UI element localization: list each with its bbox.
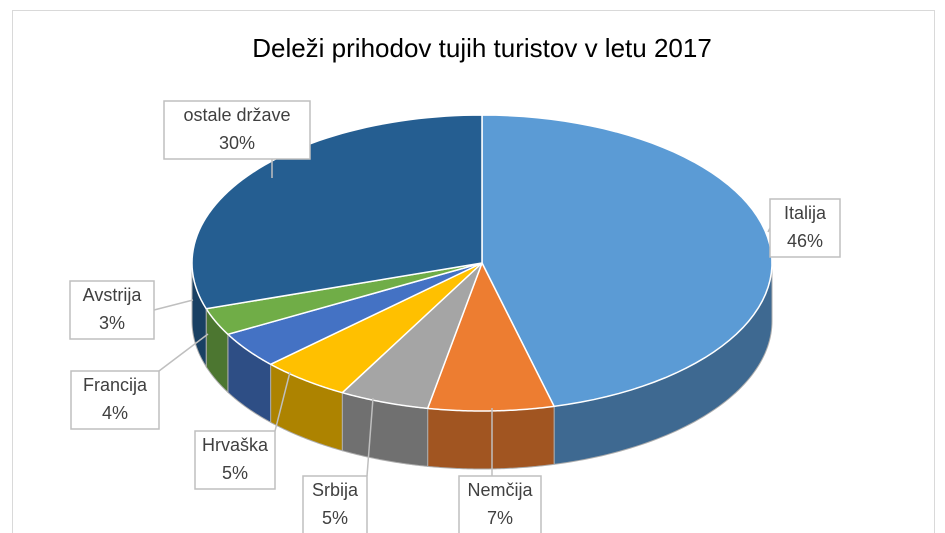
slice xyxy=(268,262,483,452)
slice-top xyxy=(204,262,483,336)
slice xyxy=(191,114,483,369)
value-label: 5% xyxy=(322,508,348,528)
leader-line xyxy=(366,397,374,477)
slice xyxy=(481,114,773,465)
slice xyxy=(204,262,483,394)
value-label: 5% xyxy=(222,463,248,483)
label-box xyxy=(194,430,276,490)
category-label: Italija xyxy=(784,203,827,223)
slice xyxy=(340,262,483,467)
category-label: Nemčija xyxy=(467,480,533,500)
category-label: Srbija xyxy=(312,480,359,500)
value-label: 7% xyxy=(487,508,513,528)
slice-top xyxy=(268,262,483,394)
label-box xyxy=(769,198,841,258)
slice-top xyxy=(226,262,483,366)
chart-title: Deleži prihodov tujih turistov v letu 20… xyxy=(252,33,712,63)
leader-line xyxy=(158,333,209,372)
leader-line xyxy=(274,371,291,432)
category-label: Francija xyxy=(83,375,148,395)
value-label: 4% xyxy=(102,403,128,423)
slice-top xyxy=(340,262,483,410)
leader-line xyxy=(153,299,194,311)
label-box xyxy=(70,370,160,430)
category-label: ostale države xyxy=(183,105,290,125)
slice-side xyxy=(427,405,555,470)
label-box xyxy=(163,100,311,160)
slice-top xyxy=(191,114,483,310)
category-label: Hrvaška xyxy=(202,435,269,455)
value-label: 3% xyxy=(99,313,125,333)
value-label: 46% xyxy=(787,231,823,251)
label-box xyxy=(69,280,155,340)
category-label: Avstrija xyxy=(83,285,143,305)
label-box xyxy=(458,475,542,533)
value-label: 30% xyxy=(219,133,255,153)
label-box xyxy=(302,475,368,533)
slice-top xyxy=(426,261,556,412)
slice xyxy=(226,262,483,424)
